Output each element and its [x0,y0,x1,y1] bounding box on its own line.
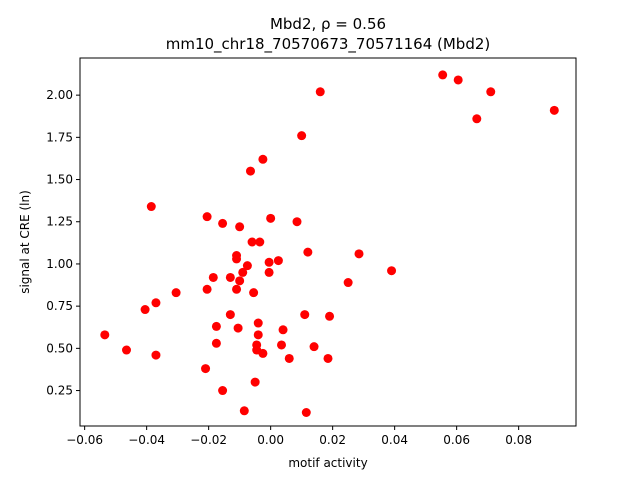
y-tick-label: 2.00 [46,88,73,102]
data-point [146,202,156,212]
chart-title-line1: Mbd2, ρ = 0.56 [270,15,386,33]
y-axis-label: signal at CRE (ln) [18,190,32,294]
x-tick-label: 0.06 [443,433,470,447]
data-point [277,340,286,350]
x-tick-label: 0.04 [381,433,408,447]
data-point [325,311,335,321]
data-point [225,272,235,282]
data-point [253,318,263,328]
x-axis-label: motif activity [288,456,367,470]
y-tick-label: 1.25 [46,215,73,229]
data-point [472,114,482,124]
data-point [264,267,274,277]
data-point [284,353,294,363]
data-point [273,256,283,266]
data-point [258,154,268,164]
y-tick-label: 0.25 [46,384,73,398]
data-point [232,254,242,264]
data-point [315,87,325,97]
data-point [235,222,245,232]
data-point [301,407,311,417]
data-point [100,330,110,340]
data-point [438,70,448,80]
x-tick-label: −0.06 [66,433,103,447]
data-point [238,267,248,277]
x-tick-label: −0.04 [128,433,165,447]
y-tick-label: 0.50 [46,341,73,355]
y-tick-label: 1.50 [46,173,73,187]
data-point [140,305,150,315]
data-point [323,353,333,363]
data-point [201,364,211,374]
x-tick-label: 0.02 [319,433,346,447]
data-point [309,342,319,352]
data-point [202,284,212,294]
y-tick-label: 0.75 [46,299,73,313]
data-point [122,345,131,355]
data-point [486,87,496,97]
data-point [253,330,263,340]
data-point [453,75,463,85]
data-point [258,348,268,358]
data-point [354,249,364,259]
data-point [242,261,252,271]
data-point [151,298,161,308]
data-point [387,266,397,276]
data-point [247,237,257,247]
data-point [246,166,255,176]
data-point [202,212,212,222]
y-axis: 0.25 0.50 0.75 1.00 1.25 1.50 1.75 2.00 [46,88,80,398]
x-tick-label: 0.00 [257,433,284,447]
data-point [208,272,218,282]
data-point [343,278,353,288]
data-point [225,310,235,320]
x-tick-label: −0.02 [190,433,227,447]
data-point [232,284,242,294]
x-tick-label: 0.08 [505,433,532,447]
data-point [266,213,276,223]
data-point [211,338,221,348]
data-point [218,386,228,396]
data-point [250,377,260,387]
data-point [235,276,245,286]
data-point [211,321,221,331]
data-point [264,257,274,267]
data-point [297,131,307,141]
data-point [549,105,559,115]
data-point [278,325,288,335]
data-point [239,406,249,416]
data-point [300,310,310,320]
data-point [249,288,259,298]
data-point [218,218,228,228]
data-point [171,288,181,298]
y-tick-label: 1.00 [46,257,73,271]
y-tick-label: 1.75 [46,130,73,144]
data-point [292,217,302,227]
data-point [233,323,243,333]
chart-title-line2: mm10_chr18_70570673_70571164 (Mbd2) [166,35,491,54]
data-point [255,237,265,247]
x-axis: −0.06 −0.04 −0.02 0.00 0.02 0.04 0.06 0.08 [66,426,532,447]
data-point [151,350,161,360]
points-layer [100,70,559,417]
plot-frame [79,57,577,427]
data-point [303,247,313,257]
